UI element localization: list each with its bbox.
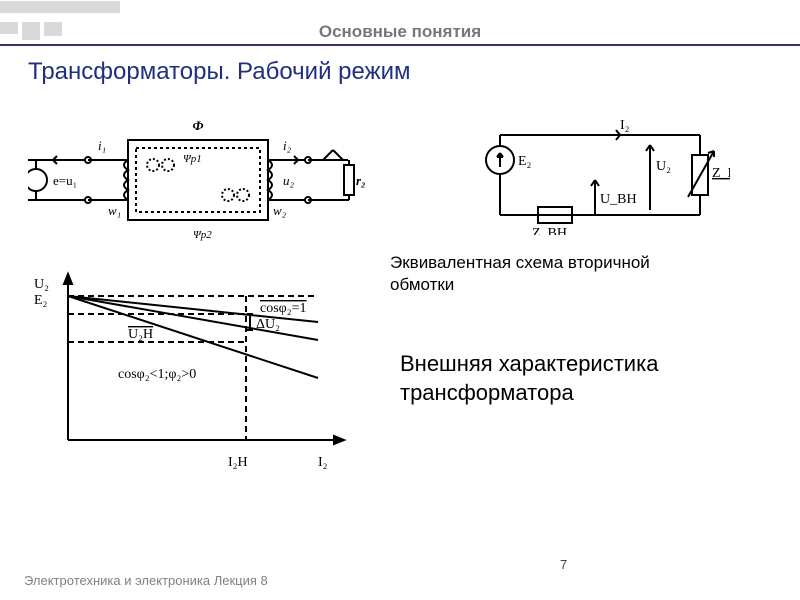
label-I2: I₂ <box>620 118 630 133</box>
equivalent-circuit-diagram: I₂ E₂ Z_ВН U_ВН U₂ Z_Н <box>470 115 730 240</box>
annot-mid: ΔU₂ <box>256 317 280 332</box>
caption-line: обмотки <box>390 274 650 296</box>
label-U2: U₂ <box>656 159 671 174</box>
label-i1: i₁ <box>98 138 106 153</box>
caption-line: трансформатора <box>400 379 658 408</box>
xlabel-I2H: I₂H <box>228 455 248 470</box>
label-r2: r₂ <box>356 173 366 188</box>
label-Uvn: U_ВН <box>600 192 637 207</box>
label-w1: w₁ <box>108 203 121 218</box>
xlabel-I2: I₂ <box>318 455 328 470</box>
label-psi2: Ψp2 <box>193 229 212 241</box>
annot-top: cosφ₂=1 <box>260 301 307 316</box>
transformer-diagram: Ф i₁ i₂ e=u₁ w₁ w₂ u₂ r₂ Ψp1 Ψp2 <box>28 110 368 255</box>
ylabel-E2: E₂ <box>34 293 48 308</box>
annot-bot: cosφ₂<1;φ₂>0 <box>118 367 196 382</box>
external-characteristic-caption: Внешняя характеристика трансформатора <box>400 350 658 407</box>
caption-line: Внешняя характеристика <box>400 350 658 379</box>
label-psi1: Ψp1 <box>183 153 202 165</box>
annot-under: U₂H <box>128 327 153 342</box>
section-label: Основные понятия <box>319 22 481 41</box>
equivalent-circuit-caption: Эквивалентная схема вторичной обмотки <box>390 252 650 296</box>
ylabel-U2: U₂ <box>34 277 49 292</box>
label-u2: u₂ <box>283 173 295 188</box>
label-flux: Ф <box>192 118 203 133</box>
slide-title: Трансформаторы. Рабочий режим <box>28 58 411 86</box>
label-w2: w₂ <box>273 203 287 218</box>
label-Zn: Z_Н <box>712 166 730 181</box>
page-number: 7 <box>560 557 567 572</box>
external-characteristic-chart: U₂ E₂ I₂H I₂ cosφ₂=1 ΔU₂ U₂H cosφ₂<1;φ₂>… <box>28 270 363 485</box>
label-i2: i₂ <box>283 138 292 153</box>
footer-text: Электротехника и электроника Лекция 8 <box>24 573 268 588</box>
label-Zvn: Z_ВН <box>532 226 567 235</box>
section-header: Основные понятия <box>0 22 800 46</box>
label-E2: E₂ <box>518 154 532 169</box>
caption-line: Эквивалентная схема вторичной <box>390 252 650 274</box>
label-source: e=u₁ <box>53 173 77 188</box>
